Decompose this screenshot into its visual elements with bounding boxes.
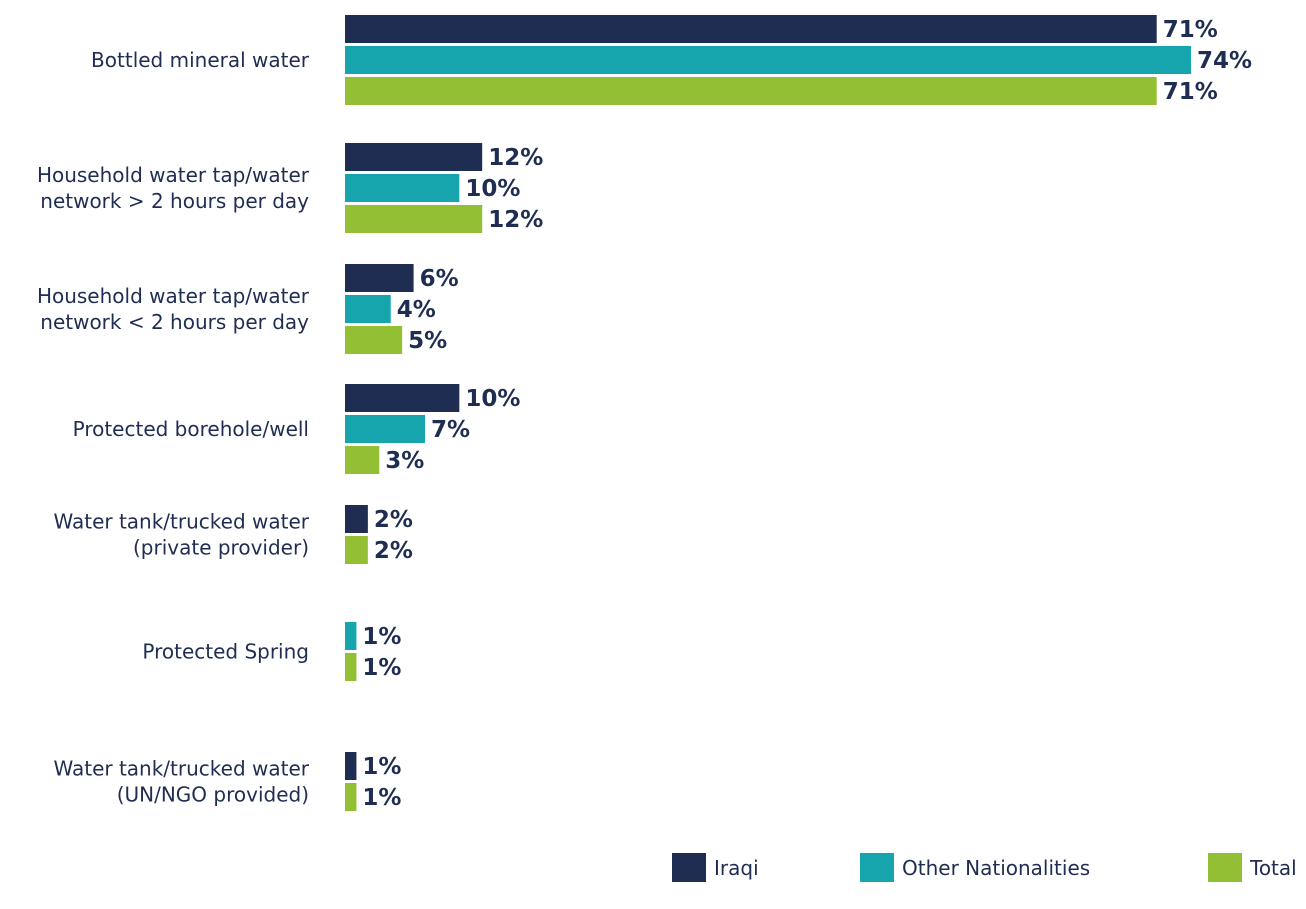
category-label-5: Protected Spring [142, 640, 309, 664]
category-label-line: Bottled mineral water [91, 48, 310, 72]
data-label-iraqi-3: 10% [465, 386, 520, 412]
category-label-2: Household water tap/water network < 2 hou… [37, 284, 310, 334]
data-label-other-nationalities-3: 7% [431, 417, 470, 443]
legend: Iraqi Other Nationalities Total [672, 853, 1297, 882]
legend-swatch-other-nationalities [860, 853, 894, 882]
category-label-line: network > 2 hours per day [40, 189, 309, 213]
bar-total-5 [345, 653, 357, 681]
bar-total-2 [345, 326, 403, 354]
bar-total-1 [345, 205, 483, 233]
bar-other-nationalities-5 [345, 622, 357, 650]
legend-label-iraqi: Iraqi [714, 856, 759, 880]
category-label-line: Water tank/trucked water [53, 510, 309, 534]
category-label-line: (private provider) [133, 536, 309, 560]
bar-iraqi-4 [345, 505, 368, 533]
bar-total-3 [345, 446, 380, 474]
category-label-3: Protected borehole/well [73, 417, 309, 441]
bar-iraqi-0 [345, 15, 1157, 43]
data-label-total-0: 71% [1163, 79, 1218, 105]
data-label-other-nationalities-0: 74% [1197, 48, 1252, 74]
data-label-other-nationalities-2: 4% [397, 297, 436, 323]
bar-iraqi-1 [345, 143, 483, 171]
category-label-line: Household water tap/water [37, 163, 310, 187]
data-label-iraqi-6: 1% [362, 754, 401, 780]
bar-iraqi-6 [345, 752, 357, 780]
data-label-total-1: 12% [488, 207, 543, 233]
data-label-total-6: 1% [362, 785, 401, 811]
data-label-total-3: 3% [385, 448, 424, 474]
data-label-iraqi-2: 6% [420, 266, 459, 292]
bar-other-nationalities-3 [345, 415, 426, 443]
legend-swatch-total [1208, 853, 1242, 882]
category-label-line: Household water tap/water [37, 284, 310, 308]
bar-total-0 [345, 77, 1157, 105]
bar-other-nationalities-1 [345, 174, 460, 202]
data-label-iraqi-1: 12% [488, 145, 543, 171]
category-label-1: Household water tap/water network > 2 hou… [37, 163, 310, 213]
category-label-line: (UN/NGO provided) [117, 783, 309, 807]
category-label-4: Water tank/trucked water (private provide… [53, 510, 309, 560]
category-label-6: Water tank/trucked water (UN/NGO provided… [53, 757, 309, 807]
category-label-line: Protected Spring [142, 640, 309, 664]
bar-total-6 [345, 783, 357, 811]
data-label-iraqi-0: 71% [1163, 17, 1218, 43]
legend-label-total: Total [1249, 856, 1297, 880]
bar-iraqi-2 [345, 264, 414, 292]
data-label-other-nationalities-5: 1% [362, 624, 401, 650]
category-labels: Bottled mineral water Household water tap… [37, 48, 310, 807]
category-label-line: network < 2 hours per day [40, 310, 309, 334]
bar-other-nationalities-0 [345, 46, 1191, 74]
data-label-other-nationalities-1: 10% [465, 176, 520, 202]
bar-iraqi-3 [345, 384, 460, 412]
data-label-iraqi-4: 2% [374, 507, 413, 533]
legend-label-other-nationalities: Other Nationalities [902, 856, 1090, 880]
category-label-line: Protected borehole/well [73, 417, 309, 441]
bars-layer: 71% 74% 71% 12% 10% 12% 6% 4% 5% 10% 7% 3% 2% 2% 1% 1% 1… [345, 15, 1252, 811]
category-label-0: Bottled mineral water [91, 48, 310, 72]
bar-other-nationalities-2 [345, 295, 391, 323]
data-label-total-2: 5% [408, 328, 447, 354]
data-label-total-5: 1% [362, 655, 401, 681]
data-label-total-4: 2% [374, 538, 413, 564]
legend-swatch-iraqi [672, 853, 706, 882]
bar-total-4 [345, 536, 368, 564]
category-label-line: Water tank/trucked water [53, 757, 309, 781]
